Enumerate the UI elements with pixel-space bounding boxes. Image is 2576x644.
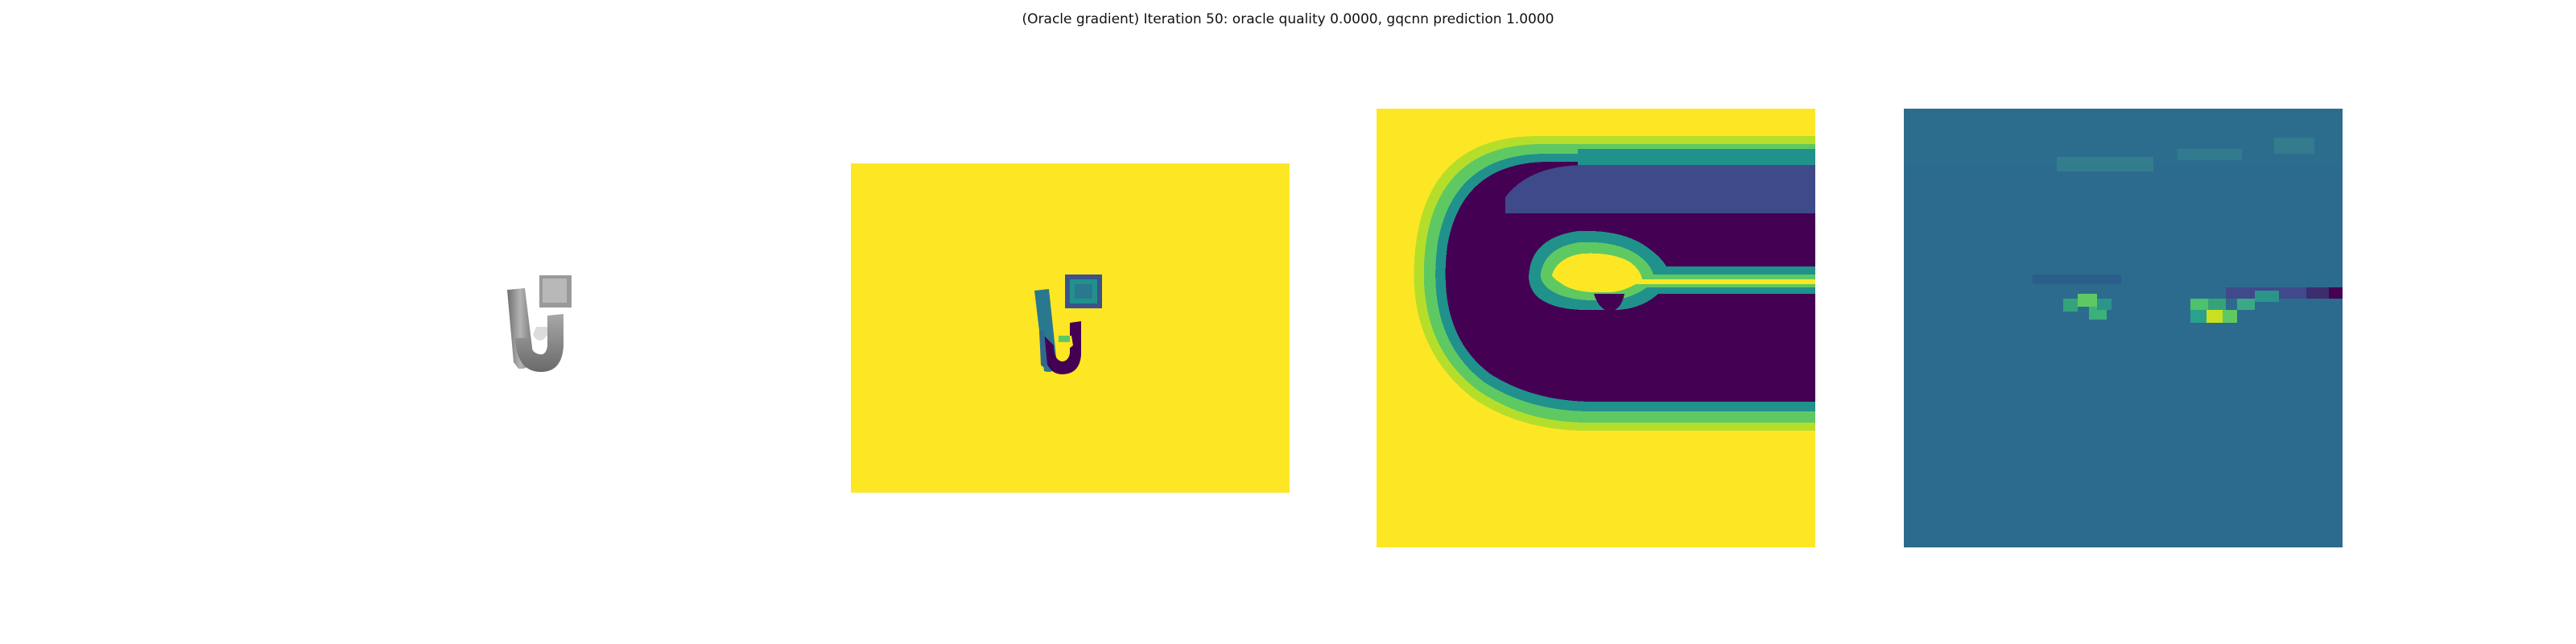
depth-image-panel xyxy=(851,163,1290,493)
depth-image xyxy=(851,163,1290,493)
depth-crop-image xyxy=(1377,109,1815,547)
depth-crop-panel xyxy=(1377,109,1815,547)
rendered-object-image xyxy=(507,275,572,372)
rendered-object-panel xyxy=(483,258,596,386)
figure-title: (Oracle gradient) Iteration 50: oracle q… xyxy=(1022,11,1554,27)
gradient-heatmap-panel xyxy=(1904,109,2343,547)
gradient-heatmap-image xyxy=(1904,109,2343,547)
